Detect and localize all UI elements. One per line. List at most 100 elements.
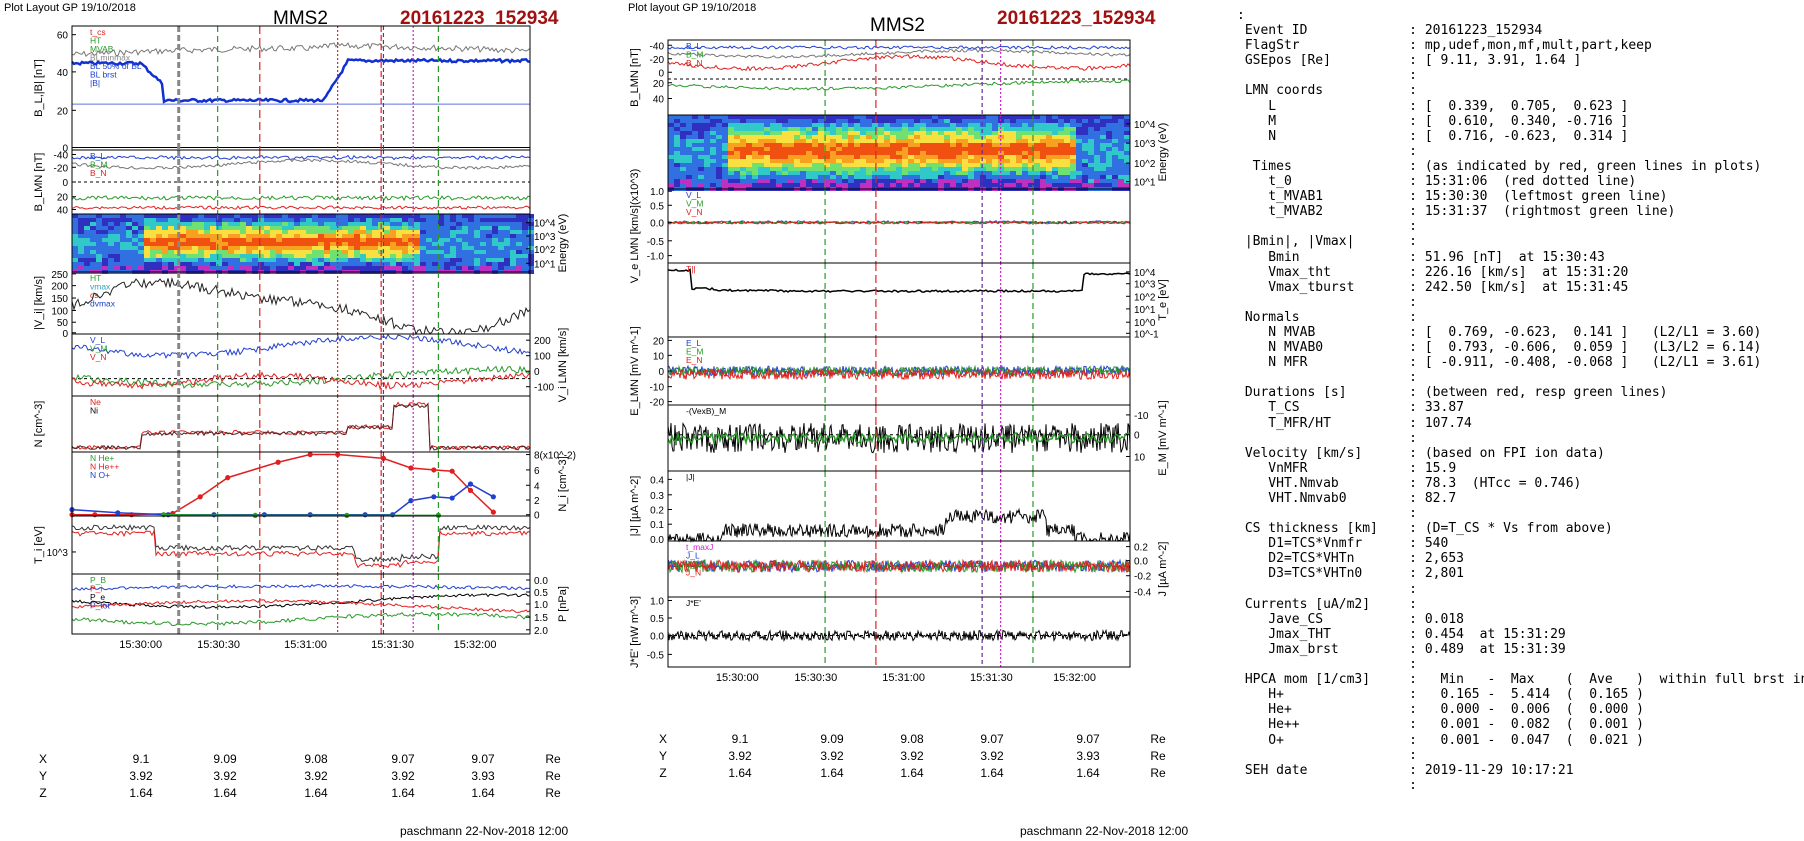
mid-ytick-label: 10^2 (1134, 159, 1156, 170)
left-pos-value: 9.08 (304, 752, 328, 766)
left-ytick-label: 20 (57, 106, 69, 117)
event-info-listing: : Event ID : 20161223_152934 FlagStr : m… (1237, 8, 1804, 793)
left-hpca-point (449, 495, 455, 501)
mid-ylabel: B_LMN [nT] (629, 48, 641, 107)
mid-ytick-label: 10^4 (1134, 268, 1156, 279)
left-ytick-label: 200 (51, 282, 68, 293)
left-legend-entry: BL brst (90, 70, 117, 80)
info-line: FlagStr : mp,udef,mon,mf,mult,part,keep (1237, 38, 1652, 54)
left-ytick-label: 150 (51, 294, 68, 305)
info-line: t_0 : 15:31:06 (red dotted line) (1237, 174, 1637, 190)
mid-pos-value: 9.08 (900, 732, 924, 746)
left-pos-value: 3.92 (391, 769, 415, 783)
info-line: t_MVAB2 : 15:31:37 (rightmost green line… (1237, 204, 1676, 220)
left-hpca-point (467, 481, 474, 487)
left-ytick-label: 10^3 (47, 548, 69, 559)
left-hpca-point (225, 475, 231, 481)
info-line: : (1237, 219, 1418, 235)
info-line: N MFR : [ -0.911, -0.408, -0.068 ] (L2/L… (1237, 355, 1762, 371)
mid-x-axis: 15:30:00 15:30:30 15:31:00 15:31:30 15:32:00 (716, 672, 1096, 684)
info-line: SEH date : 2019-11-29 10:17:21 (1237, 762, 1574, 778)
mid-legend-entry: J_N (686, 568, 701, 578)
info-line: HPCA mom [1/cm3] : Min - Max ( Ave ) wit… (1237, 672, 1804, 688)
mid-ytick-label: -40 (650, 41, 665, 52)
mid-panel-8: -0.5 0.0 0.5 1.0 J*E' [nW m^-3] J*E' (629, 596, 1131, 668)
left-hpca-point (335, 451, 341, 458)
left-ylabel: P [nPa] (557, 586, 569, 622)
mid-ytick-label: 0.5 (650, 201, 664, 212)
left-panel-0-trace-1 (71, 57, 531, 104)
mid-ytick-label: 0.3 (650, 491, 664, 502)
left-panel-7: 10^3T_i [eV] (33, 515, 531, 575)
left-footer: paschmann 22-Nov-2018 12:00 (400, 824, 569, 838)
left-legend-entry: V_N (90, 352, 107, 362)
info-line: GSEpos [Re] : [ 9.11, 3.91, 1.64 ] (1237, 53, 1582, 69)
mid-legend-entry: E_N (686, 355, 703, 365)
mid-ytick-label: 0.0 (650, 218, 664, 229)
left-ylabel: B_LMN [nT] (33, 153, 45, 212)
mid-pos-value: 3.92 (728, 749, 752, 763)
left-xtick-label: 15:30:00 (119, 639, 162, 651)
left-ytick-label: 60 (57, 31, 69, 42)
left-ytick-label: -40 (54, 150, 69, 161)
mid-pos-value: 3.93 (1076, 749, 1100, 763)
left-pos-value: 1.64 (213, 786, 237, 800)
left-legend-entry: t_cs (90, 27, 106, 37)
mid-pos-value: 9.09 (820, 732, 844, 746)
mid-legend-entry: t_maxJ (686, 542, 713, 552)
info-line: Durations [s] : (between red, resp green… (1237, 385, 1668, 401)
mid-ytick-label: 0.0 (650, 632, 664, 643)
left-hpca-point (380, 455, 387, 461)
left-ytick-label: 250 (51, 270, 68, 281)
info-line: VnMFR : 15.9 (1237, 460, 1457, 476)
info-line: H+ : 0.165 - 5.414 ( 0.165 ) (1237, 687, 1644, 703)
mid-ytick-label: -10 (1134, 411, 1149, 422)
left-hpca-point (408, 465, 414, 471)
left-panel-8: 0.00.51.0 1.5 2.0 P [nPa] P_BP_iP_eP_tot (71, 573, 569, 637)
left-ylabel: |V_i| [km/s] (33, 276, 45, 330)
info-line: |Bmin|, |Vmax| : (1237, 234, 1418, 250)
mid-ytick-label: 0.5 (650, 614, 664, 625)
info-line: : (1237, 581, 1418, 597)
mid-legend-entry: B_N (686, 58, 703, 68)
left-xtick-label: 15:31:00 (284, 639, 327, 651)
left-spacecraft-title: MMS2 (273, 8, 328, 29)
info-line: M : [ 0.610, 0.340, -0.716 ] (1237, 113, 1629, 129)
left-panel-1-trace-3 (71, 205, 531, 210)
left-ytick-label: 1.5 (534, 613, 548, 624)
left-panel-7-trace-0 (71, 523, 531, 563)
left-pos-value: 3.93 (471, 769, 495, 783)
mid-panel-3: 10^-110^0 10^1 10^210^310^4T_e [eV] T|| (667, 262, 1169, 340)
left-pos-label: X (38, 752, 47, 766)
left-hpca-point (344, 512, 350, 518)
mid-ytick-label: 0 (1134, 431, 1140, 442)
left-legend-entry: HT (90, 273, 101, 283)
left-xtick-label: 15:30:30 (197, 639, 240, 651)
info-line: Velocity [km/s] : (based on FPI ion data… (1237, 445, 1605, 461)
info-line: Normals : (1237, 309, 1418, 325)
mid-ytick-label: 1.0 (650, 187, 664, 198)
left-position-table: X 9.1 9.09 9.08 9.07 9.07 Re Y 3.92 3.92 3.92 3.92 3… (0, 752, 561, 812)
mid-pos-value: 1.64 (980, 766, 1004, 780)
mid-pos-value: 9.1 (731, 732, 749, 746)
mid-ytick-label: -0.5 (647, 650, 665, 661)
left-pos-value: 9.09 (213, 752, 237, 766)
left-panel-3-trace-0 (71, 276, 531, 336)
left-ylabel: T_i [eV] (33, 526, 45, 564)
info-line: T_CS : 33.87 (1237, 400, 1464, 416)
mid-xtick-label: 15:31:30 (970, 672, 1013, 684)
mid-ytick-label: 10^3 (1134, 280, 1156, 291)
left-panel-1-trace-1 (71, 158, 531, 170)
mid-panel-6: 0.0 0.1 0.2 0.3 0.4 |J| [µA m^-2] |J| (629, 470, 1131, 546)
left-legend-entry: dvmax (90, 299, 116, 309)
info-line: Jmax_brst : 0.489 at 15:31:39 (1237, 641, 1566, 657)
info-line: D1=TCS*Vnmfr : 540 (1237, 536, 1449, 552)
mid-pos-value: 3.92 (820, 749, 844, 763)
mid-panel-0: -40 -20 020 40 B_LMN [nT] B_LB_MB_N (629, 39, 1131, 116)
left-panel-7-trace-1 (71, 529, 531, 569)
mid-pos-value: 9.07 (980, 732, 1004, 746)
mid-panel-0-trace-2 (667, 79, 1131, 91)
